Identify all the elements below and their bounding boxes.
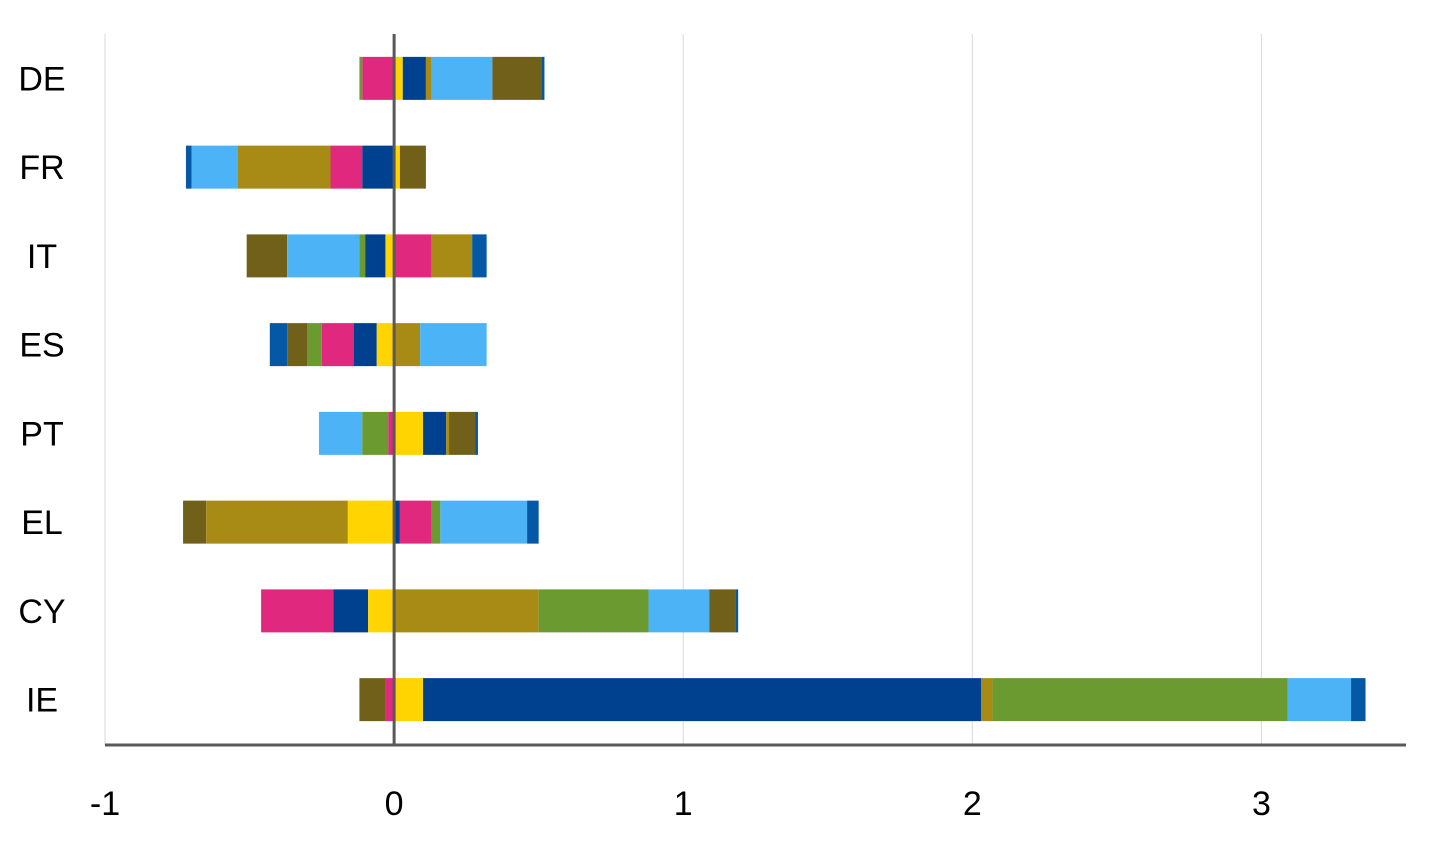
category-label: EL [21, 504, 63, 542]
bar-segment-cy-4 [538, 589, 649, 633]
bar-segment-fr-5 [394, 145, 400, 189]
bar-segment-it-0 [246, 234, 288, 278]
bar-segment-es-5 [376, 323, 395, 367]
bar-segment-ie-7 [1351, 678, 1366, 722]
bar-segment-pt-6 [449, 411, 476, 455]
bar-segment-it-6 [431, 234, 473, 278]
bar-segment-pt-5 [446, 411, 450, 455]
bar-segment-cy-0 [261, 589, 334, 633]
bar-segment-de-0 [359, 56, 363, 100]
x-tick-label: 1 [674, 785, 693, 823]
bar-segment-it-5 [394, 234, 432, 278]
category-label: IT [27, 238, 57, 276]
bar-segment-it-7 [472, 234, 487, 278]
bar-segment-de-2 [394, 56, 403, 100]
bar-segment-it-4 [385, 234, 395, 278]
bar-segment-el-0 [183, 500, 207, 544]
bar-segment-pt-4 [423, 411, 447, 455]
bar-segment-fr-4 [362, 145, 395, 189]
bar-segment-pt-1 [362, 411, 389, 455]
bar-segment-el-7 [527, 500, 539, 544]
bar-segment-pt-2 [388, 411, 395, 455]
bars [183, 56, 1366, 722]
bar-segment-cy-1 [333, 589, 369, 633]
bar-segment-es-4 [353, 323, 377, 367]
bar-segment-cy-3 [394, 589, 539, 633]
bar-segment-ie-3 [423, 678, 982, 722]
bar-segment-ie-1 [385, 678, 395, 722]
category-label: ES [19, 327, 64, 365]
bar-segment-de-6 [492, 56, 542, 100]
bar-segment-de-7 [541, 56, 545, 100]
bar-segment-ie-2 [394, 678, 424, 722]
bar-segment-de-4 [425, 56, 432, 100]
x-tick-label: 3 [1252, 785, 1271, 823]
category-label: DE [18, 60, 65, 98]
bar-segment-es-7 [420, 323, 487, 367]
bar-segment-es-2 [307, 323, 322, 367]
bar-segment-fr-2 [237, 145, 331, 189]
category-label: IE [26, 682, 58, 720]
bar-segment-pt-3 [394, 411, 424, 455]
bar-segment-el-5 [431, 500, 441, 544]
bar-segment-es-6 [394, 323, 421, 367]
x-tick-label: -1 [90, 785, 120, 823]
bar-segment-fr-3 [330, 145, 363, 189]
bar-segment-it-2 [359, 234, 366, 278]
bar-segment-el-4 [399, 500, 432, 544]
bar-segment-it-3 [365, 234, 386, 278]
bar-segment-it-1 [287, 234, 360, 278]
bar-segment-fr-1 [191, 145, 238, 189]
bar-segment-fr-6 [399, 145, 426, 189]
bar-segment-de-1 [362, 56, 395, 100]
bar-segment-cy-2 [368, 589, 395, 633]
bar-segment-es-1 [287, 323, 308, 367]
category-label: CY [18, 593, 65, 631]
category-label: PT [20, 415, 63, 453]
bar-segment-ie-6 [1287, 678, 1352, 722]
bar-segment-es-0 [269, 323, 288, 367]
bar-segment-es-3 [321, 323, 354, 367]
labels: -1 0 1 2 3 DE FR IT ES PT EL CY IE [18, 60, 1271, 823]
category-label: FR [19, 149, 64, 187]
bar-segment-ie-0 [359, 678, 386, 722]
bar-segment-de-5 [431, 56, 493, 100]
bar-segment-fr-0 [185, 145, 192, 189]
bar-segment-pt-0 [318, 411, 363, 455]
bar-segment-el-3 [394, 500, 400, 544]
bar-segment-pt-7 [475, 411, 478, 455]
bar-segment-ie-5 [992, 678, 1288, 722]
axes [105, 34, 1406, 747]
bar-segment-el-6 [440, 500, 528, 544]
bar-segment-ie-4 [981, 678, 993, 722]
bar-segment-el-1 [206, 500, 348, 544]
bar-segment-cy-7 [735, 589, 739, 633]
bar-segment-cy-5 [648, 589, 710, 633]
bar-segment-de-3 [402, 56, 426, 100]
x-tick-label: 2 [963, 785, 982, 823]
bar-segment-cy-6 [709, 589, 736, 633]
x-tick-label: 0 [385, 785, 404, 823]
gridlines [104, 34, 1262, 745]
bar-segment-el-2 [347, 500, 395, 544]
